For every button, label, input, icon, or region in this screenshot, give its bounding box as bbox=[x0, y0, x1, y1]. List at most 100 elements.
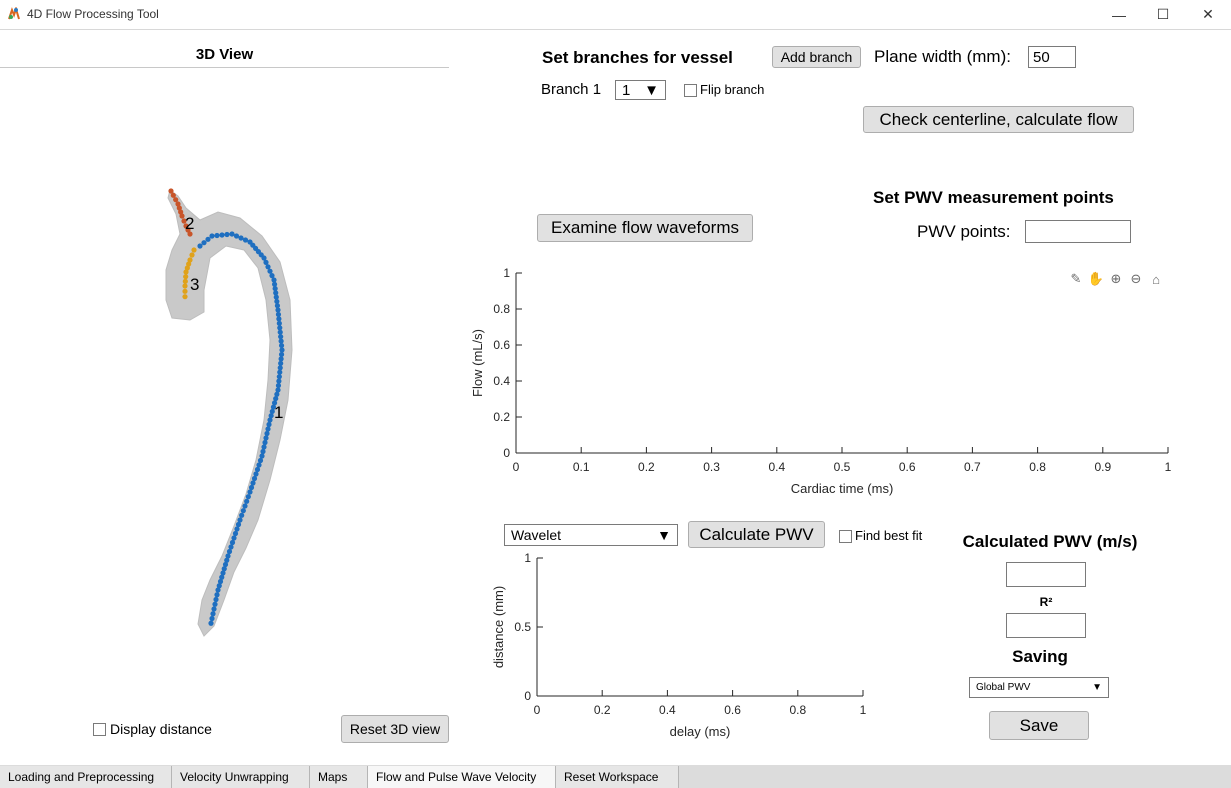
centerline-point bbox=[212, 601, 218, 607]
centerline-point bbox=[263, 259, 269, 265]
centerline-point bbox=[279, 347, 285, 353]
centerline-point bbox=[211, 606, 217, 612]
centerline-point bbox=[278, 360, 284, 366]
tab-flow-pwv[interactable]: Flow and Pulse Wave Velocity bbox=[368, 766, 556, 788]
centerline-point bbox=[278, 334, 284, 340]
x-tick-label: 0 bbox=[534, 703, 541, 717]
centerline-point bbox=[244, 498, 250, 504]
centerline-point bbox=[239, 512, 245, 518]
pwv-points-input[interactable] bbox=[1025, 220, 1131, 243]
tab-loading-preprocessing[interactable]: Loading and Preprocessing bbox=[0, 766, 172, 788]
centerline-point bbox=[182, 283, 188, 289]
centerline-point bbox=[183, 223, 189, 229]
centerline-point bbox=[229, 539, 236, 546]
centerline-point bbox=[224, 231, 230, 238]
x-tick-label: 0.6 bbox=[899, 460, 916, 474]
y-tick-label: 1 bbox=[524, 551, 531, 565]
branch-3-centerline bbox=[182, 247, 197, 300]
home-icon[interactable]: ⌂ bbox=[1152, 271, 1160, 287]
view3d-divider bbox=[0, 67, 449, 68]
centerline-point bbox=[173, 197, 179, 203]
centerline-point bbox=[242, 503, 248, 509]
x-tick-label: 0.8 bbox=[1029, 460, 1046, 474]
calculated-pwv-field[interactable] bbox=[1006, 562, 1086, 587]
add-branch-button[interactable]: Add branch bbox=[772, 46, 861, 68]
centerline-point bbox=[260, 448, 266, 455]
centerline-point bbox=[251, 475, 258, 482]
x-tick-label: 1 bbox=[860, 703, 867, 717]
vessel-3d-render[interactable]: 1 2 3 bbox=[150, 180, 310, 650]
brush-icon[interactable]: ✎ bbox=[1070, 271, 1082, 286]
centerline-point bbox=[224, 557, 230, 563]
flip-branch-checkbox[interactable] bbox=[684, 84, 697, 97]
branch-select[interactable]: 1 ▼ bbox=[615, 80, 666, 100]
centerline-point bbox=[235, 521, 242, 528]
centerline-point bbox=[278, 351, 285, 358]
pwv-chart[interactable]: 0 0.2 0.4 0.6 0.8 1 0 0.5 1 delay (ms) distance (m… bbox=[480, 550, 880, 748]
centerline-point bbox=[276, 378, 282, 384]
centerline-point bbox=[221, 566, 227, 572]
display-distance-label: Display distance bbox=[110, 721, 212, 737]
title-bar bbox=[0, 0, 1231, 30]
save-button[interactable]: Save bbox=[989, 711, 1089, 740]
y-tick-label: 0.6 bbox=[493, 338, 510, 352]
display-distance-checkbox[interactable] bbox=[93, 723, 106, 736]
branch-label: Branch 1 bbox=[541, 81, 602, 98]
x-tick-label: 0.1 bbox=[573, 460, 590, 474]
tab-reset-workspace[interactable]: Reset Workspace bbox=[556, 766, 679, 788]
find-best-fit-checkbox[interactable] bbox=[839, 530, 852, 543]
pwv-method-select[interactable]: Wavelet ▼ bbox=[504, 524, 678, 546]
centerline-point bbox=[179, 213, 185, 219]
centerline-point bbox=[181, 218, 187, 224]
centerline-point bbox=[201, 240, 207, 246]
centerline-point bbox=[275, 382, 282, 389]
centerline-point bbox=[215, 587, 221, 593]
plane-width-input[interactable] bbox=[1028, 46, 1076, 68]
centerline-point bbox=[187, 257, 193, 263]
centerline-point bbox=[238, 235, 244, 241]
x-axis-label: delay (ms) bbox=[670, 724, 731, 739]
centerline-point bbox=[277, 325, 283, 331]
tab-velocity-unwrapping[interactable]: Velocity Unwrapping bbox=[172, 766, 310, 788]
close-button[interactable]: ✕ bbox=[1185, 0, 1231, 29]
flow-chart[interactable]: 0 0.1 0.2 0.3 0.4 0.5 0.6 0.7 0.8 0.9 1 0 0.2 0.4 0.6 0… bbox=[466, 262, 1186, 502]
maximize-button[interactable]: ☐ bbox=[1140, 0, 1186, 29]
centerline-point bbox=[275, 311, 282, 318]
y-tick-label: 0.5 bbox=[514, 620, 531, 634]
centerline-point bbox=[274, 298, 280, 305]
centerline-point bbox=[271, 400, 278, 406]
x-tick-label: 0.8 bbox=[789, 703, 806, 717]
check-centerline-button[interactable]: Check centerline, calculate flow bbox=[863, 106, 1134, 133]
centerline-point bbox=[184, 265, 190, 271]
save-option-select[interactable]: Global PWV ▼ bbox=[969, 677, 1109, 698]
minimize-button[interactable]: — bbox=[1096, 0, 1142, 29]
centerline-point bbox=[267, 417, 273, 423]
examine-flow-waveforms-button[interactable]: Examine flow waveforms bbox=[537, 214, 753, 242]
centerline-point bbox=[272, 285, 278, 292]
app-icon bbox=[8, 7, 20, 20]
y-axis-label: Flow (mL/s) bbox=[470, 329, 485, 397]
x-tick-label: 0.6 bbox=[724, 703, 741, 717]
centerline-point bbox=[262, 439, 268, 446]
y-tick-label: 0.8 bbox=[493, 302, 510, 316]
y-tick-label: 0 bbox=[503, 446, 510, 460]
tab-maps[interactable]: Maps bbox=[310, 766, 368, 788]
centerline-point bbox=[213, 596, 219, 603]
centerline-point bbox=[259, 453, 265, 459]
centerline-point bbox=[278, 342, 285, 349]
branches-header: Set branches for vessel bbox=[542, 48, 733, 67]
zoom-out-icon[interactable]: ⊖ bbox=[1130, 271, 1142, 286]
pan-icon[interactable]: ✋ bbox=[1087, 271, 1105, 286]
centerline-point bbox=[178, 209, 184, 215]
centerline-point bbox=[237, 517, 243, 523]
y-tick-label: 0 bbox=[524, 689, 531, 703]
centerline-point bbox=[278, 356, 284, 362]
r2-field[interactable] bbox=[1006, 613, 1086, 638]
zoom-in-icon[interactable]: ⊕ bbox=[1110, 271, 1122, 286]
branch-label-2: 2 bbox=[185, 214, 194, 233]
y-axis-label: distance (mm) bbox=[491, 586, 506, 668]
reset-3d-view-button[interactable]: Reset 3D view bbox=[341, 715, 449, 743]
pwv-points-header: Set PWV measurement points bbox=[873, 188, 1114, 207]
y-tick-label: 1 bbox=[503, 266, 510, 280]
calculate-pwv-button[interactable]: Calculate PWV bbox=[688, 521, 825, 548]
